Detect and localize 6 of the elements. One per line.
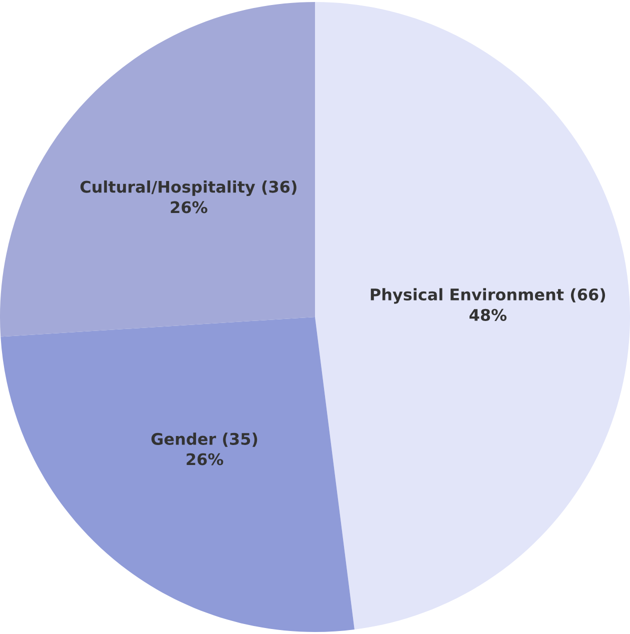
slice-label: Physical Environment (66) (370, 288, 606, 304)
data-label: 26% (170, 201, 208, 214)
data-label: 48% (470, 308, 507, 321)
slice-label: Cultural/Hospitality (36) (80, 180, 296, 196)
data-label: 26% (186, 453, 224, 466)
slice-label: Gender (35) (151, 432, 258, 447)
